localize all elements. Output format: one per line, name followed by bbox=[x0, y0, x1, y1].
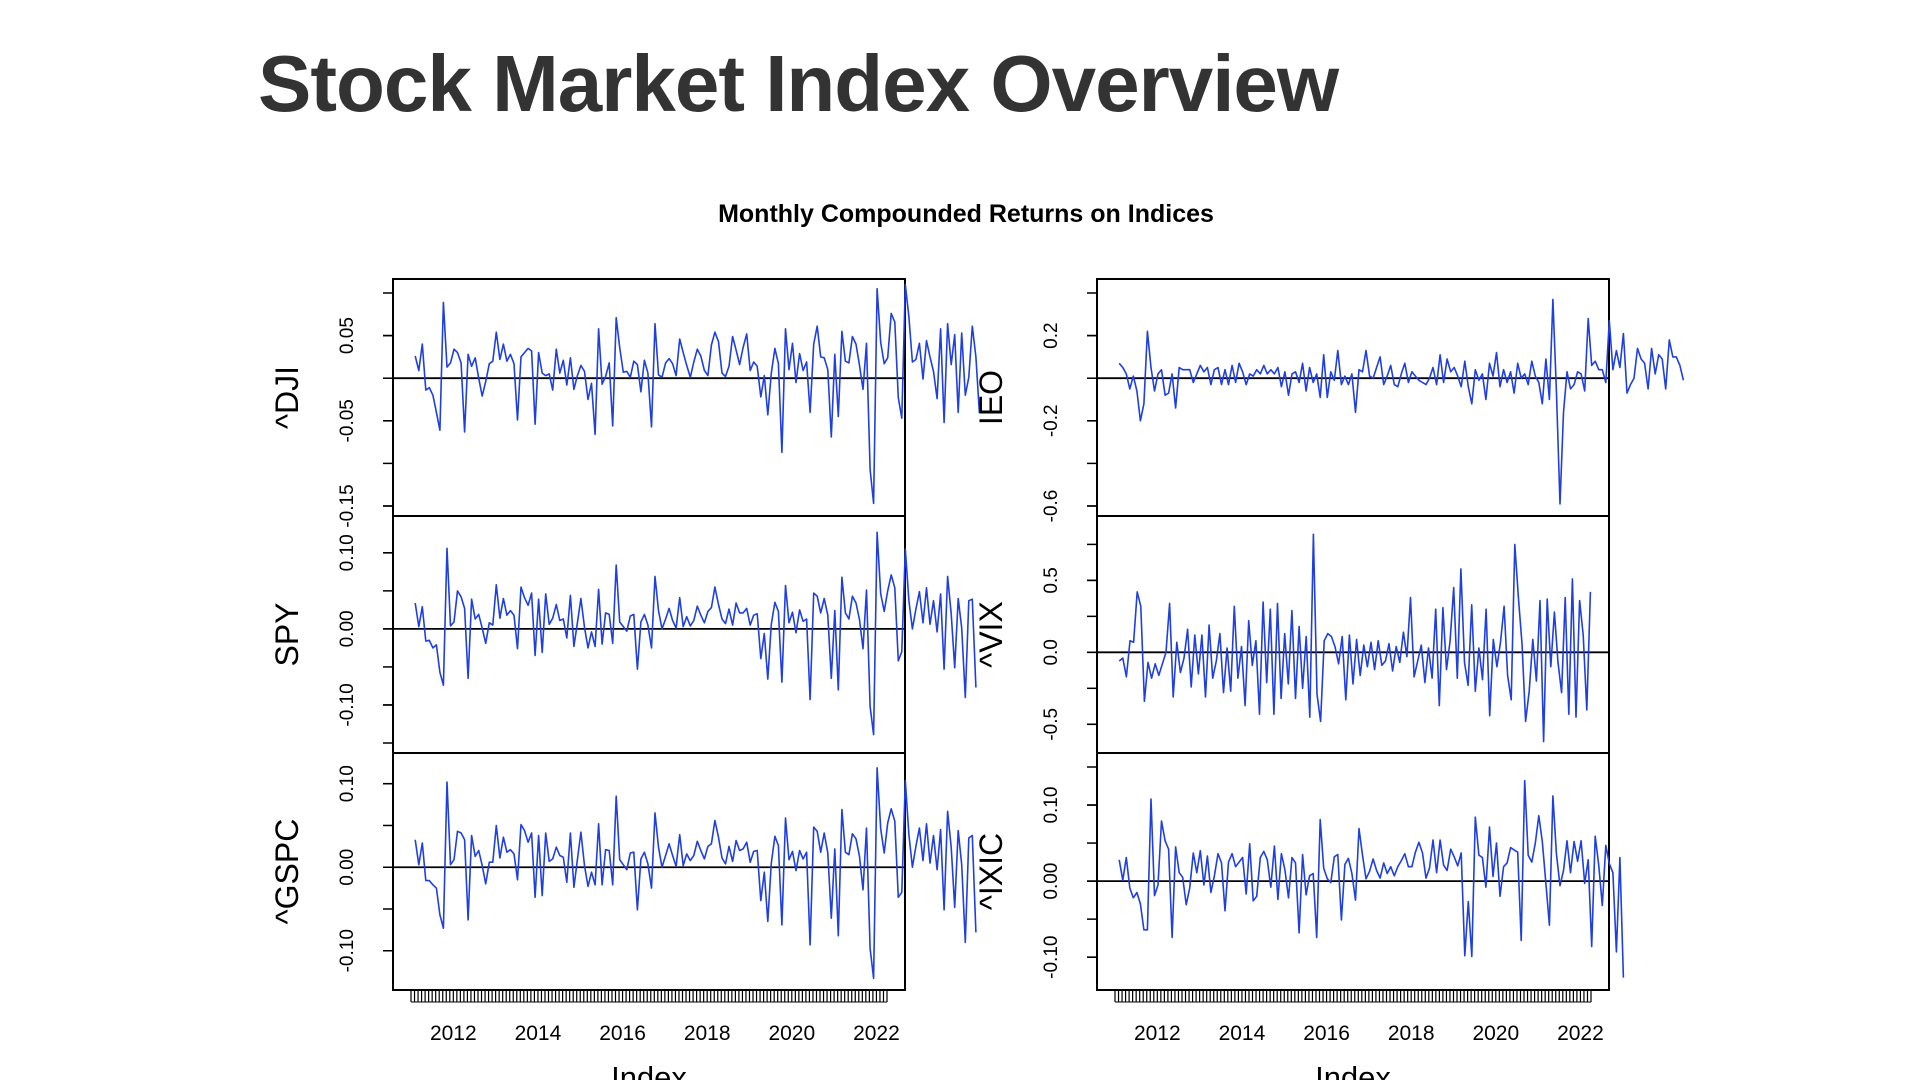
x-tick-label: 2018 bbox=[684, 1022, 731, 1045]
series-line bbox=[1118, 298, 1685, 505]
x-axis-label: Index bbox=[611, 1060, 687, 1080]
panel-ixic: 0.10 0.00 -0.10 ^IXIC 2012 2014 2016 2018 2020 20… bbox=[973, 752, 1625, 1080]
x-tick-label: 2016 bbox=[1303, 1022, 1350, 1045]
y-tick-label: -0.05 bbox=[337, 399, 358, 442]
x-tick-label: 2012 bbox=[430, 1022, 477, 1045]
series-line bbox=[1118, 533, 1592, 743]
y-tick-label: -0.6 bbox=[1041, 490, 1062, 523]
y-tick-label: 0.05 bbox=[337, 317, 358, 354]
panel-frame bbox=[392, 752, 906, 991]
page-title: Stock Market Index Overview bbox=[258, 39, 1339, 128]
x-tick-label: 2012 bbox=[1134, 1022, 1181, 1045]
y-tick-label: -0.2 bbox=[1041, 404, 1062, 437]
y-tick-label: 0.00 bbox=[1041, 863, 1062, 900]
panel-spy: 0.10 0.00 -0.10 SPY bbox=[269, 515, 977, 754]
y-tick-label: 0.0 bbox=[1041, 639, 1062, 665]
x-axis-label: Index bbox=[1315, 1060, 1391, 1080]
x-tick-label: 2014 bbox=[1219, 1022, 1266, 1045]
panel-frame bbox=[1096, 515, 1610, 754]
series-name: ^DJI bbox=[269, 366, 305, 429]
x-tick-label: 2022 bbox=[1557, 1022, 1604, 1045]
y-tick-label: 0.10 bbox=[337, 534, 358, 571]
series-name: IEO bbox=[973, 370, 1009, 425]
y-tick-label: -0.10 bbox=[337, 929, 358, 972]
panel-dji: 0.05 -0.05 -0.15 ^DJI bbox=[269, 278, 981, 528]
x-tick-label: 2016 bbox=[599, 1022, 646, 1045]
panel-frame bbox=[1096, 752, 1610, 991]
panel-vix: 0.5 0.0 -0.5 ^VIX bbox=[973, 515, 1610, 754]
y-tick-label: -0.10 bbox=[1041, 936, 1062, 979]
x-tick-label: 2014 bbox=[515, 1022, 562, 1045]
series-name: SPY bbox=[269, 602, 305, 666]
panel-gspc: 0.10 0.00 -0.10 ^GSPC 2012 2014 2016 2018 2020 20… bbox=[269, 752, 977, 1080]
y-tick-label: 0.00 bbox=[337, 610, 358, 647]
chart-title: Monthly Compounded Returns on Indices bbox=[718, 200, 1214, 228]
x-tick-label: 2020 bbox=[1472, 1022, 1519, 1045]
x-tick-label: 2020 bbox=[768, 1022, 815, 1045]
series-name: ^IXIC bbox=[973, 833, 1009, 910]
series-line bbox=[414, 766, 977, 980]
y-tick-label: -0.5 bbox=[1041, 708, 1062, 741]
y-tick-label: -0.10 bbox=[337, 683, 358, 726]
y-tick-label: 0.10 bbox=[1041, 787, 1062, 824]
series-name: ^VIX bbox=[973, 601, 1009, 668]
x-tick-label: 2022 bbox=[853, 1022, 900, 1045]
y-tick-label: 0.10 bbox=[337, 765, 358, 802]
y-tick-label: 0.5 bbox=[1041, 567, 1062, 593]
series-line bbox=[414, 531, 977, 736]
series-name: ^GSPC bbox=[269, 819, 305, 925]
panel-ieo: 0.2 -0.2 -0.6 IEO bbox=[973, 278, 1685, 523]
y-tick-label: 0.2 bbox=[1041, 322, 1062, 348]
series-line bbox=[414, 283, 981, 505]
y-tick-label: -0.15 bbox=[337, 484, 358, 527]
series-line bbox=[1118, 779, 1625, 978]
x-tick-label: 2018 bbox=[1388, 1022, 1435, 1045]
chart-panels: 0.05-0.05-0.15^DJI0.100.00-0.10SPY0.100.… bbox=[269, 278, 1685, 1080]
y-tick-label: 0.00 bbox=[337, 849, 358, 886]
